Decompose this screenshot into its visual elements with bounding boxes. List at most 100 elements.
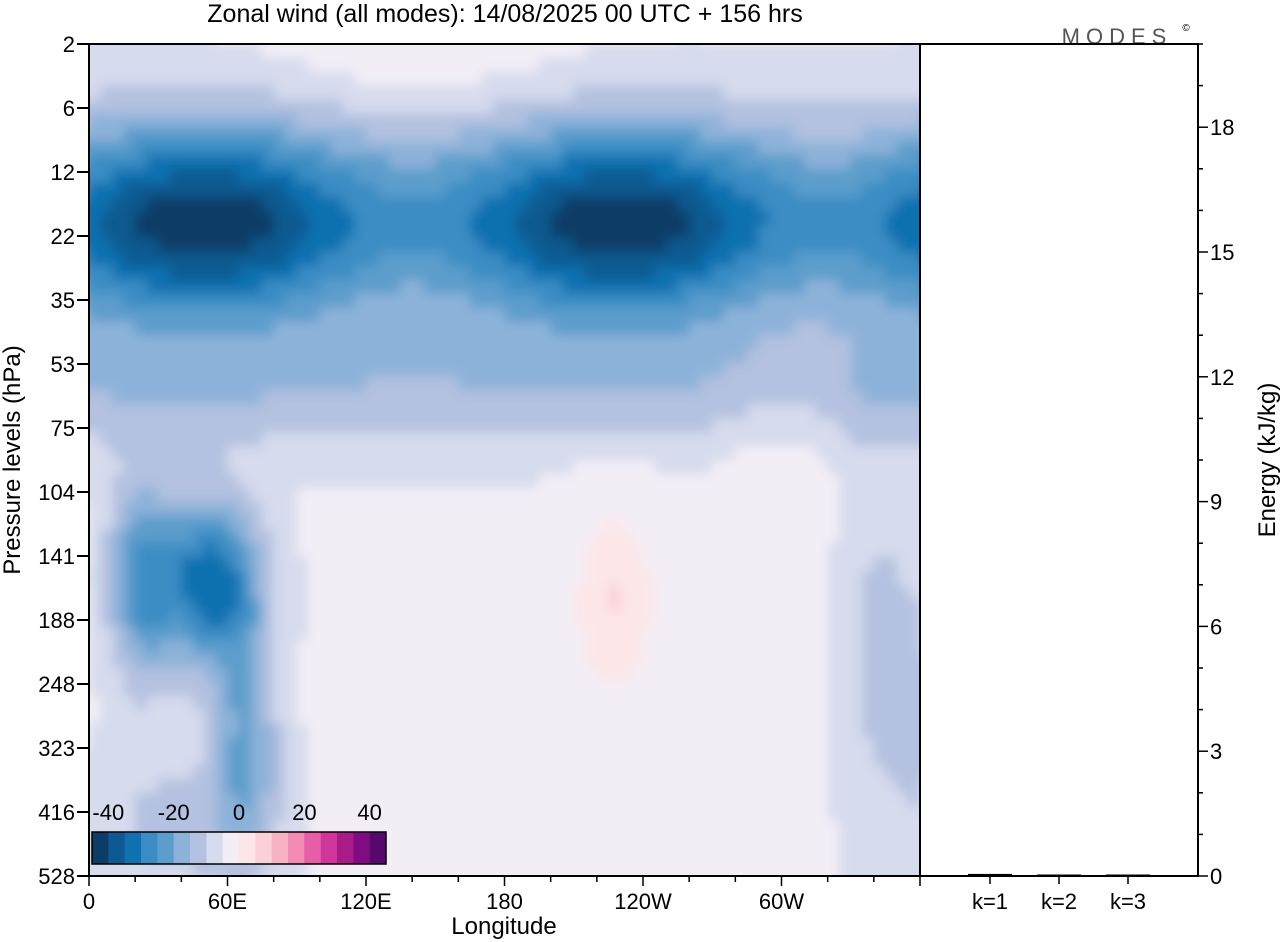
field-cell bbox=[169, 376, 183, 392]
field-cell bbox=[319, 487, 333, 503]
field-cell bbox=[712, 681, 725, 697]
field-cell bbox=[516, 834, 529, 850]
field-cell bbox=[89, 293, 102, 309]
field-cell bbox=[227, 654, 241, 670]
field-cell bbox=[377, 473, 391, 489]
field-cell bbox=[631, 432, 645, 448]
field-cell bbox=[908, 127, 920, 143]
field-cell bbox=[816, 349, 829, 365]
field-cell bbox=[873, 598, 887, 614]
field-cell bbox=[827, 487, 841, 503]
field-cell bbox=[654, 834, 668, 850]
field-cell bbox=[89, 570, 102, 586]
field-cell bbox=[469, 487, 483, 503]
field-cell bbox=[135, 224, 148, 240]
field-cell bbox=[862, 529, 876, 545]
field-cell bbox=[435, 182, 448, 198]
field-cell bbox=[377, 127, 391, 143]
field-cell bbox=[631, 737, 645, 753]
colorbar-tick-label: -40 bbox=[92, 800, 124, 825]
field-cell bbox=[400, 626, 414, 642]
field-cell bbox=[192, 113, 206, 129]
field-cell bbox=[342, 44, 356, 60]
field-cell bbox=[273, 71, 287, 87]
field-cell bbox=[746, 598, 760, 614]
field-cell bbox=[804, 598, 818, 614]
field-cell bbox=[769, 376, 783, 392]
field-cell bbox=[192, 792, 206, 808]
field-cell bbox=[643, 44, 656, 60]
field-cell bbox=[539, 778, 552, 794]
field-cell bbox=[354, 751, 368, 767]
field-cell bbox=[827, 737, 841, 753]
field-cell bbox=[100, 460, 114, 476]
field-cell bbox=[700, 626, 714, 642]
field-cell bbox=[585, 196, 599, 212]
field-cell bbox=[308, 210, 322, 226]
field-cell bbox=[839, 737, 852, 753]
field-cell bbox=[169, 584, 183, 600]
field-cell bbox=[896, 848, 910, 864]
field-cell bbox=[135, 252, 148, 268]
field-cell bbox=[342, 723, 356, 739]
field-cell bbox=[873, 612, 887, 628]
field-cell bbox=[885, 44, 899, 46]
field-cell bbox=[227, 612, 241, 628]
field-cell bbox=[896, 210, 910, 226]
field-cell bbox=[458, 71, 472, 87]
field-cell bbox=[585, 265, 599, 281]
field-cell bbox=[631, 238, 645, 254]
field-cell bbox=[504, 778, 518, 794]
field-cell bbox=[631, 182, 645, 198]
field-cell bbox=[573, 654, 587, 670]
field-cell bbox=[389, 460, 402, 476]
field-cell bbox=[862, 723, 876, 739]
field-cell bbox=[308, 224, 322, 240]
field-cell bbox=[354, 654, 368, 670]
field-cell bbox=[654, 529, 668, 545]
field-cell bbox=[342, 515, 356, 531]
field-cell bbox=[342, 543, 356, 559]
field-cell bbox=[689, 321, 702, 337]
field-cell bbox=[562, 252, 575, 268]
field-cell bbox=[331, 640, 345, 656]
field-cell bbox=[100, 404, 114, 420]
field-cell bbox=[712, 224, 725, 240]
field-cell bbox=[758, 473, 772, 489]
field-cell bbox=[112, 210, 125, 226]
field-cell bbox=[793, 792, 806, 808]
field-cell bbox=[619, 85, 633, 101]
field-cell bbox=[389, 168, 402, 184]
field-cell bbox=[585, 487, 599, 503]
field-cell bbox=[458, 654, 472, 670]
field-cell bbox=[354, 570, 368, 586]
field-cell bbox=[839, 681, 852, 697]
field-cell bbox=[643, 778, 656, 794]
field-cell bbox=[666, 224, 679, 240]
field-cell bbox=[435, 44, 448, 46]
field-cell bbox=[585, 570, 599, 586]
field-cell bbox=[539, 598, 552, 614]
field-cell bbox=[227, 279, 241, 295]
field-cell bbox=[527, 862, 541, 876]
field-cell bbox=[677, 168, 691, 184]
field-cell bbox=[192, 681, 206, 697]
field-cell bbox=[769, 335, 783, 351]
field-cell bbox=[342, 557, 356, 573]
field-cell bbox=[158, 335, 171, 351]
field-cell bbox=[827, 44, 841, 60]
field-cell bbox=[666, 57, 679, 73]
field-cell bbox=[862, 196, 876, 212]
field-cell bbox=[377, 210, 391, 226]
field-cell bbox=[862, 737, 876, 753]
field-cell bbox=[250, 265, 264, 281]
field-cell bbox=[158, 432, 171, 448]
field-cell bbox=[285, 778, 298, 794]
field-cell bbox=[262, 44, 275, 46]
field-cell bbox=[423, 501, 437, 517]
field-cell bbox=[735, 238, 749, 254]
field-cell bbox=[746, 765, 760, 781]
field-cell bbox=[319, 584, 333, 600]
field-cell bbox=[550, 695, 564, 711]
field-cell bbox=[215, 210, 229, 226]
